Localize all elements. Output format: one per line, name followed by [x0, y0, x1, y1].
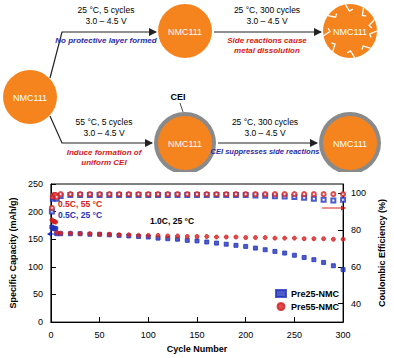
svg-text:Cycle Number: Cycle Number — [167, 344, 228, 354]
svg-text:NMC111: NMC111 — [13, 93, 47, 103]
svg-text:0.5C, 55 °C: 0.5C, 55 °C — [58, 199, 102, 209]
svg-text:CEI suppresses side reactions: CEI suppresses side reactions — [211, 147, 320, 156]
svg-text:0: 0 — [48, 330, 53, 340]
svg-text:0.5C, 25 °C: 0.5C, 25 °C — [58, 210, 102, 220]
svg-text:40: 40 — [351, 299, 361, 309]
svg-text:0: 0 — [38, 317, 43, 327]
svg-text:150: 150 — [189, 330, 204, 340]
svg-text:25 °C, 300 cycles: 25 °C, 300 cycles — [232, 117, 298, 127]
svg-text:3.0 – 4.5 V: 3.0 – 4.5 V — [83, 128, 124, 138]
svg-text:200: 200 — [28, 207, 43, 217]
svg-text:Induce formation of: Induce formation of — [67, 148, 143, 157]
svg-text:NMC111: NMC111 — [333, 27, 367, 37]
svg-text:Side reactions cause: Side reactions cause — [227, 36, 307, 45]
svg-text:250: 250 — [28, 179, 43, 189]
svg-text:No protective layer formed: No protective layer formed — [55, 36, 157, 45]
svg-text:Coulombic Efficiency (%): Coulombic Efficiency (%) — [377, 199, 387, 307]
svg-text:80: 80 — [351, 225, 361, 235]
svg-text:metal dissolution: metal dissolution — [234, 46, 300, 55]
svg-text:100: 100 — [28, 262, 43, 272]
svg-text:NMC111: NMC111 — [333, 139, 367, 149]
svg-text:Specific Capacity (mAh/g): Specific Capacity (mAh/g) — [8, 198, 18, 309]
svg-text:150: 150 — [28, 234, 43, 244]
svg-text:3.0 – 4.5 V: 3.0 – 4.5 V — [246, 16, 287, 26]
svg-text:250: 250 — [287, 330, 302, 340]
svg-text:Pre55-NMC: Pre55-NMC — [291, 302, 340, 312]
svg-text:1.0C, 25 °C: 1.0C, 25 °C — [150, 216, 194, 226]
svg-text:3.0 – 4.5 V: 3.0 – 4.5 V — [85, 16, 126, 26]
svg-text:100: 100 — [141, 330, 156, 340]
svg-text:100: 100 — [351, 188, 366, 198]
svg-text:60: 60 — [351, 262, 361, 272]
svg-text:300: 300 — [336, 330, 351, 340]
svg-text:50: 50 — [33, 289, 43, 299]
svg-text:50: 50 — [95, 330, 105, 340]
svg-text:NMC111: NMC111 — [168, 27, 202, 37]
svg-text:NMC111: NMC111 — [168, 139, 202, 149]
svg-text:3.0 – 4.5 V: 3.0 – 4.5 V — [244, 128, 285, 138]
svg-text:Pre25-NMC: Pre25-NMC — [291, 289, 340, 299]
svg-text:25 °C, 5 cycles: 25 °C, 5 cycles — [78, 5, 135, 15]
svg-text:55 °C, 5 cycles: 55 °C, 5 cycles — [76, 117, 133, 127]
svg-text:uniform CEI: uniform CEI — [81, 158, 127, 167]
svg-text:200: 200 — [238, 330, 253, 340]
svg-text:25 °C, 300 cycles: 25 °C, 300 cycles — [234, 5, 300, 15]
svg-text:CEI: CEI — [170, 92, 185, 102]
